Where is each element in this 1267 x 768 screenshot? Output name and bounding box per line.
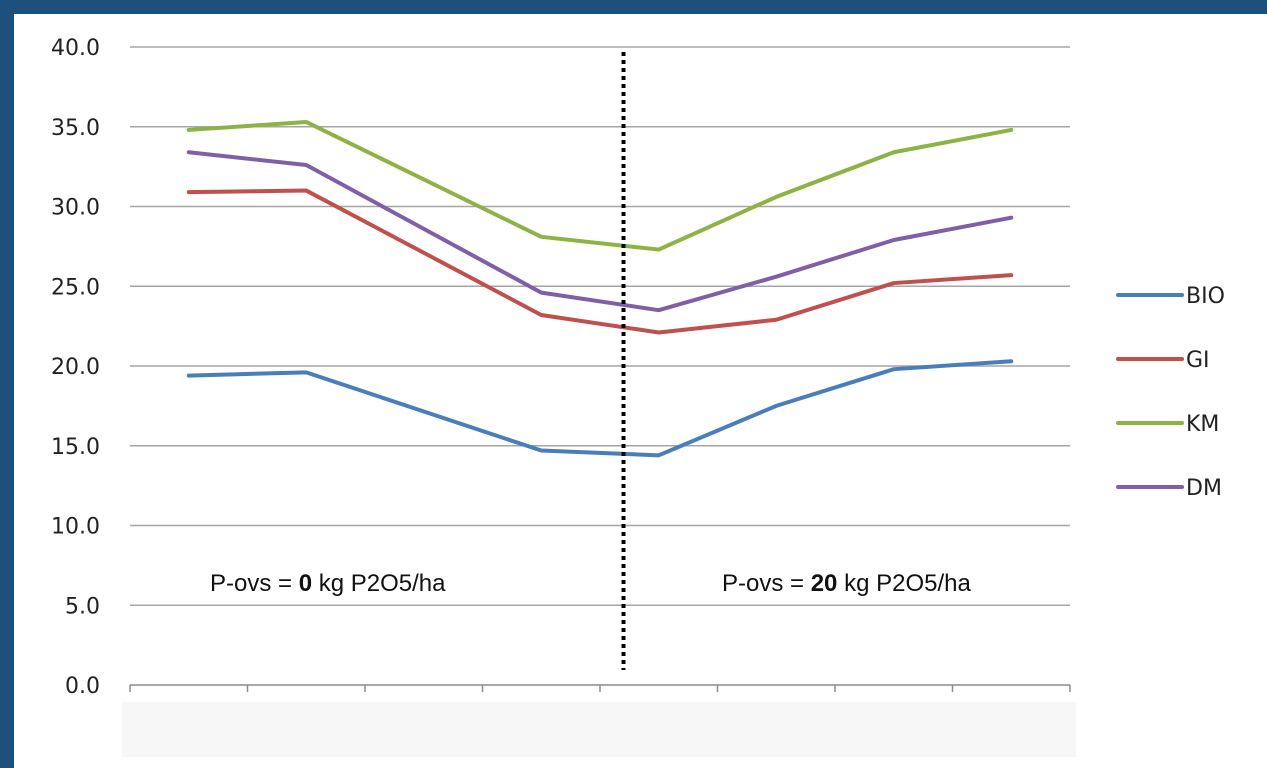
series-line-gi [186,188,1014,335]
annotation-right-prefix: P-ovs = [722,570,811,597]
y-tick-label-8: 40.0 [51,36,100,61]
annotation-right-value: 20 [811,570,838,597]
x-axis [129,684,1071,692]
legend-label-km: KM [1186,412,1219,437]
legend-label-gi: GI [1186,348,1210,373]
y-tick-label-2: 10.0 [51,515,100,540]
chart-frame: 0.0 5.0 10.0 15.0 20.0 25.0 30.0 35.0 40.0 P-ovs… [14,14,1267,768]
annotation-right-suffix: kg P2O5/ha [837,570,971,597]
series-line-km [186,119,1014,252]
series-line-dm [186,150,1014,313]
x-axis-label-area [122,702,1076,757]
y-tick-label-3: 15.0 [51,435,100,460]
series-line-bio [186,359,1014,458]
y-tick-label-1: 5.0 [65,594,100,619]
y-tick-label-6: 30.0 [51,196,100,221]
annotations: P-ovs = 0 kg P2O5/ha P-ovs = 20 kg P2O5/… [210,570,971,597]
series-lines [186,119,1014,458]
legend-label-dm: DM [1186,476,1222,501]
gridlines [130,46,1070,606]
line-chart: 0.0 5.0 10.0 15.0 20.0 25.0 30.0 35.0 40.0 P-ovs… [51,36,1225,757]
y-tick-label-4: 20.0 [51,355,100,380]
y-tick-label-7: 35.0 [51,116,100,141]
annotation-left-suffix: kg P2O5/ha [312,570,446,597]
legend-label-bio: BIO [1186,284,1225,309]
annotation-right: P-ovs = 20 kg P2O5/ha [722,570,971,597]
legend: BIO GI KM DM [1116,284,1225,501]
annotation-left: P-ovs = 0 kg P2O5/ha [210,570,446,597]
annotation-left-value: 0 [299,570,312,597]
y-tick-label-0: 0.0 [65,674,100,699]
y-tick-label-5: 25.0 [51,275,100,300]
annotation-left-prefix: P-ovs = [210,570,299,597]
y-tick-labels: 0.0 5.0 10.0 15.0 20.0 25.0 30.0 35.0 40.0 [51,36,100,699]
